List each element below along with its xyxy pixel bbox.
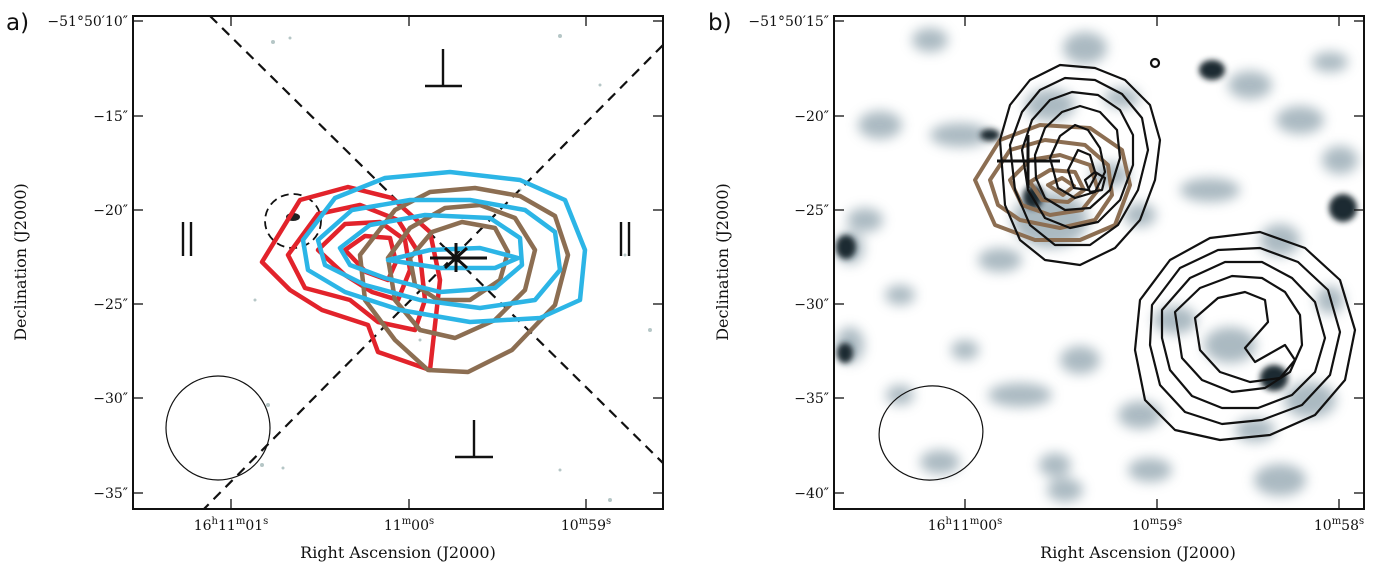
panel-a-ytick-3: −20″ (93, 203, 128, 219)
panel-b-source-marker (997, 135, 1060, 188)
panel-b: b) (708, 10, 1365, 562)
panel-a-polarization-symbols (181, 49, 631, 459)
panel-a-ytick-6: −35″ (93, 486, 128, 502)
panel-a-ytick-4: −25″ (93, 297, 128, 313)
panel-b-xtick-3: 10m58s (1314, 516, 1364, 534)
panel-a-x-axis-title: Right Ascension (J2000) (300, 543, 496, 562)
panel-a-y-ticks (133, 16, 663, 509)
cyan-contours (300, 169, 588, 325)
panel-b-black-contours-south (1133, 230, 1357, 442)
parallel-symbol-left (181, 222, 193, 256)
panel-b-ticks (834, 16, 1364, 509)
perpendicular-symbol-top (425, 49, 462, 88)
panel-a-contours (259, 169, 588, 375)
panel-a-xtick-3: 10m59s (561, 516, 611, 534)
panel-b-label: b) (708, 10, 732, 36)
panel-b-ytick-1: −51°50′15″ (748, 14, 829, 30)
panel-b-xtick-1: 16h11m00s (928, 516, 1003, 534)
panel-a-dashed-lines (202, 16, 663, 509)
panel-b-beam-ellipse (878, 385, 984, 481)
panel-a-background-noise (253, 34, 652, 502)
panel-b-y-axis-title: Declination (J2000) (713, 183, 732, 341)
panel-b-frame (833, 15, 1365, 510)
panel-b-ytick-3: −25″ (794, 203, 829, 219)
panel-b-xtick-2: 10m59s (1132, 516, 1182, 534)
panel-a-ytick-2: −15″ (93, 109, 128, 125)
panel-a-ytick-5: −30″ (93, 391, 128, 407)
parallel-symbol-right (619, 222, 631, 256)
panel-a-label: a) (6, 10, 29, 36)
panel-a-xtick-2: 11m00s (384, 516, 434, 534)
panel-b-ytick-2: −20″ (794, 109, 829, 125)
panel-a-beam-ellipse (165, 375, 271, 481)
panel-b-contours (973, 57, 1357, 442)
panel-a-y-axis-title: Declination (J2000) (11, 183, 30, 341)
panel-a-frame (132, 15, 664, 510)
panel-a-xtick-1: 16h11m01s (194, 516, 269, 534)
panel-a: a) (6, 10, 664, 562)
panel-b-x-axis-title: Right Ascension (J2000) (1040, 543, 1236, 562)
panel-a-source-marker (430, 243, 487, 272)
perpendicular-symbol-bottom (455, 420, 493, 459)
panel-b-ytick-5: −35″ (794, 391, 829, 407)
panel-b-black-contours-north (998, 57, 1162, 267)
panel-b-ytick-6: −40″ (794, 486, 829, 502)
panel-b-ytick-4: −30″ (794, 297, 829, 313)
panel-a-ytick-1: −51°50′10″ (47, 14, 128, 30)
